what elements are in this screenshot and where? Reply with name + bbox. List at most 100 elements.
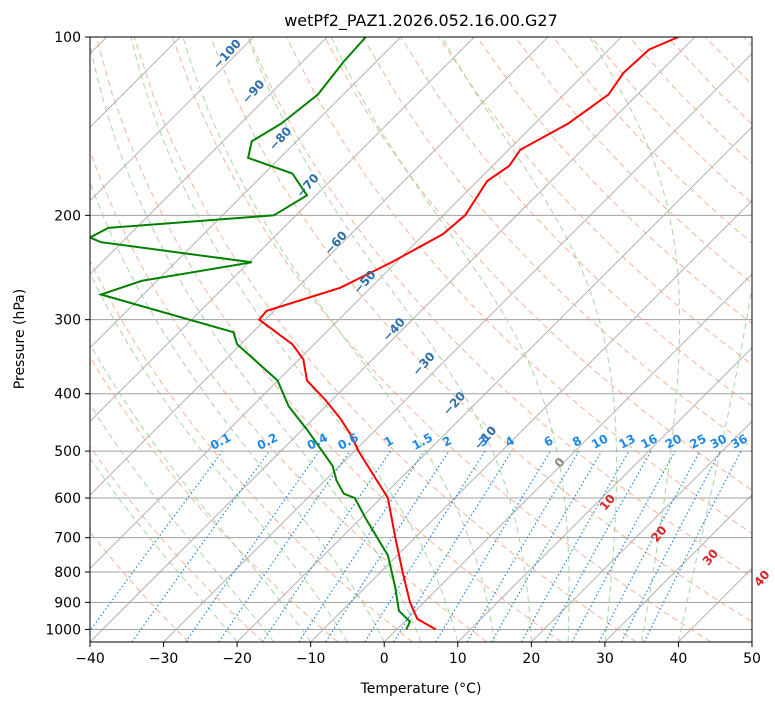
temperature-line [257, 37, 679, 631]
dry-adiabat-line [171, 37, 712, 642]
moist-adiabat-line [247, 37, 532, 642]
x-tick-label: 40 [670, 651, 688, 667]
moist-adiabat-label: 0 [552, 455, 568, 470]
y-tick-label: 500 [54, 444, 81, 460]
mixing-ratio-line [545, 450, 652, 642]
x-tick-label: −20 [222, 651, 252, 667]
x-tick-label: −30 [149, 651, 179, 667]
moist-adiabat-line [589, 37, 681, 642]
moist-adiabat-label: 40 [751, 567, 772, 589]
dry-adiabat-label: −30 [410, 349, 438, 378]
mixing-ratio-line [643, 450, 742, 642]
moist-adiabat-line [90, 343, 312, 642]
chart-title: wetPf2_PAZ1.2026.052.16.00.G27 [284, 11, 558, 31]
moist-adiabat-line [90, 403, 275, 642]
mixing-ratio-line [218, 450, 351, 642]
mixing-ratio-label: 30 [708, 431, 729, 451]
y-tick-label: 800 [54, 565, 81, 581]
isotherm-line [383, 273, 752, 642]
mixing-ratio-label: 8 [570, 433, 584, 449]
moist-adiabat-line [90, 180, 385, 642]
dry-adiabat-line [743, 37, 752, 47]
dry-adiabat-line [90, 445, 264, 642]
dry-adiabat-line [666, 37, 752, 125]
moist-adiabat-label: 10 [597, 491, 618, 513]
axes: −40 −30 −20 −10 0 10 20 30 40 5010009008007006005… [45, 30, 761, 667]
mixing-ratio-label: 2 [440, 433, 454, 449]
isotherm-line [90, 37, 549, 496]
x-tick-label: 0 [380, 651, 389, 667]
moist-adiabat-line [182, 37, 496, 642]
mixing-ratio-line [393, 450, 513, 642]
mixing-ratio-line [571, 450, 676, 642]
mixing-ratio-line [520, 450, 630, 642]
moist-adiabat-line [441, 37, 618, 642]
y-tick-label: 1000 [45, 622, 81, 638]
x-tick-label: 50 [743, 651, 761, 667]
isotherm-line [90, 37, 402, 349]
mixing-ratio-label: 10 [589, 431, 610, 451]
y-tick-label: 700 [54, 531, 81, 547]
dry-adiabat-line [590, 37, 752, 204]
dry-adiabat-line [514, 37, 752, 284]
y-tick-label: 100 [54, 30, 81, 46]
moist-adiabat-label: 30 [700, 546, 721, 568]
dry-adiabat-line [324, 37, 752, 491]
y-tick-label: 900 [54, 595, 81, 611]
mixing-ratio-label: 0.2 [255, 430, 280, 452]
mixing-ratio-label: 1.5 [410, 430, 435, 452]
y-tick-label: 300 [54, 313, 81, 329]
mixing-ratio-line [90, 450, 223, 632]
moist-adiabat-line [130, 37, 459, 642]
isotherm-line [751, 641, 752, 642]
mixing-ratio-label: 1 [382, 433, 396, 449]
x-tick-label: −10 [296, 651, 326, 667]
mixing-ratio-label: 0.4 [305, 430, 330, 452]
y-tick-label: 600 [54, 491, 81, 507]
dry-adiabat-label: −80 [266, 124, 294, 153]
mixing-ratio-label: 25 [687, 431, 708, 451]
mixing-ratio-label: 6 [542, 433, 556, 449]
dry-adiabat-line [95, 37, 562, 642]
isotherm-line [457, 347, 752, 642]
mixing-ratio-label: 16 [639, 431, 660, 451]
mixing-ratio-line [466, 450, 580, 642]
x-tick-label: 10 [449, 651, 467, 667]
moist-adiabat-line [90, 271, 348, 642]
dry-adiabat-line [90, 259, 413, 642]
x-tick-label: 20 [522, 651, 540, 667]
x-tick-label: −40 [75, 651, 105, 667]
y-tick-label: 200 [54, 208, 81, 224]
dry-adiabat-label: −70 [294, 171, 322, 200]
mixing-ratio-line [298, 450, 425, 642]
plot-frame [89, 36, 753, 643]
mixing-ratio-label: 0.1 [208, 430, 233, 452]
mixing-ratio-label: 13 [616, 431, 637, 451]
dry-adiabat-label: −90 [239, 77, 267, 106]
isotherm-line [90, 37, 475, 422]
mixing-ratio-line [325, 450, 450, 642]
isotherm-line [90, 37, 254, 202]
isotherm-line [90, 37, 622, 570]
dry-adiabat-line [628, 37, 752, 165]
moist-adiabat-line [90, 457, 238, 642]
mixing-ratio-label: 20 [663, 431, 684, 451]
y-tick-label: 400 [54, 387, 81, 403]
dry-adiabat-line [247, 37, 752, 578]
isotherm-line [236, 126, 752, 642]
x-tick-label: 30 [596, 651, 614, 667]
dewpoint-line [90, 37, 412, 630]
dry-adiabat-line [133, 37, 637, 642]
mixing-ratio-label: 36 [729, 431, 750, 451]
x-axis-label: Temperature (°C) [360, 681, 482, 697]
dry-adiabat-line [552, 37, 752, 244]
mixing-ratio-line [435, 450, 552, 642]
moist-adiabat-line [330, 37, 570, 642]
moist-adiabat-line [677, 283, 752, 642]
dry-adiabat-line [90, 531, 190, 642]
y-axis-label: Pressure (hPa) [12, 289, 28, 389]
moist-adiabat-line [90, 41, 422, 642]
dry-adiabat-label: −60 [322, 228, 350, 257]
mixing-ratio-line [131, 450, 270, 642]
